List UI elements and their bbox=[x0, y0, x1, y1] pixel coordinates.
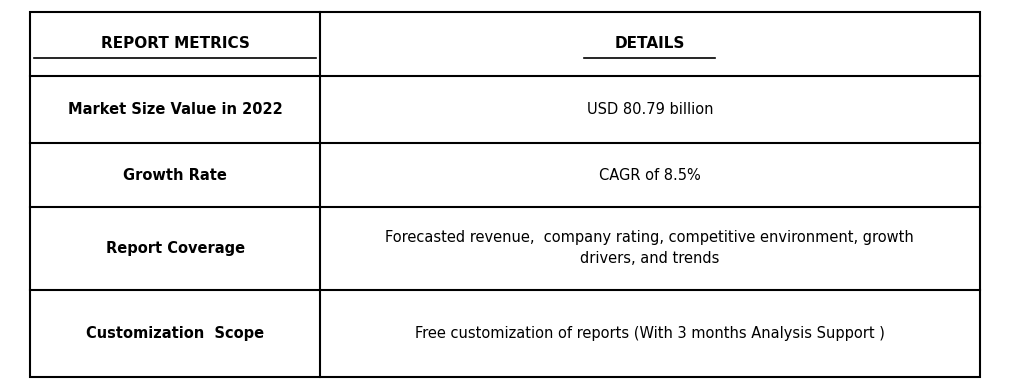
Text: Customization  Scope: Customization Scope bbox=[86, 326, 265, 341]
Text: Free customization of reports (With 3 months Analysis Support ): Free customization of reports (With 3 mo… bbox=[415, 326, 885, 341]
Text: DETAILS: DETAILS bbox=[615, 36, 685, 51]
Text: Market Size Value in 2022: Market Size Value in 2022 bbox=[68, 102, 283, 117]
Text: Growth Rate: Growth Rate bbox=[123, 168, 227, 183]
Text: CAGR of 8.5%: CAGR of 8.5% bbox=[599, 168, 701, 183]
Text: Forecasted revenue,  company rating, competitive environment, growth
drivers, an: Forecasted revenue, company rating, comp… bbox=[386, 230, 914, 266]
Text: Report Coverage: Report Coverage bbox=[105, 241, 244, 256]
Text: USD 80.79 billion: USD 80.79 billion bbox=[587, 102, 713, 117]
Text: REPORT METRICS: REPORT METRICS bbox=[101, 36, 249, 51]
